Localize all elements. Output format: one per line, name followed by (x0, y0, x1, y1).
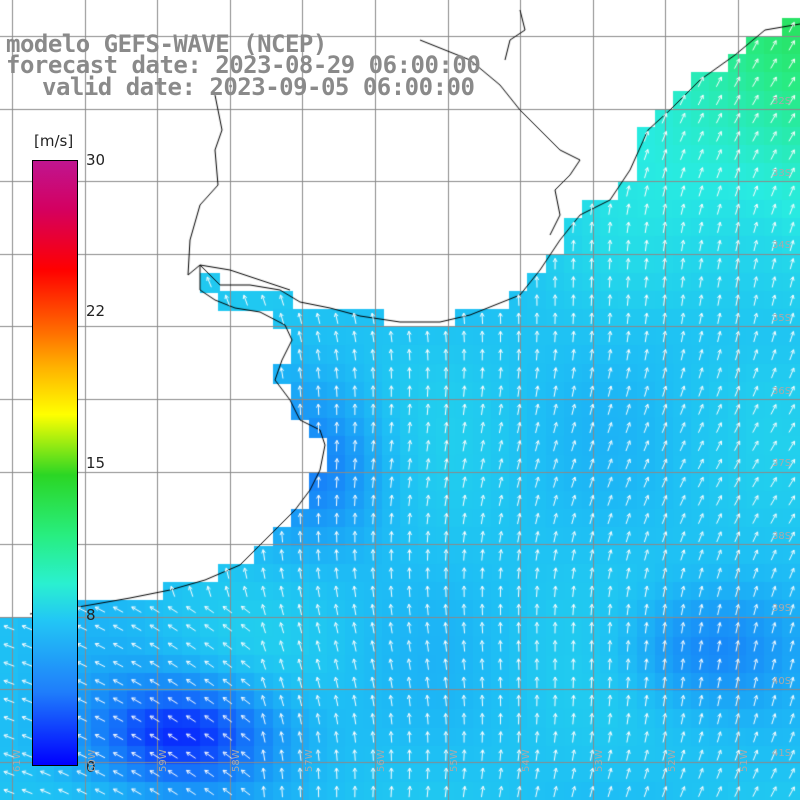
lon-label: 58W (231, 749, 242, 772)
lon-label: 61W (12, 749, 23, 772)
lat-label: 41S (772, 748, 792, 759)
colorbar-tick-30: 30 (86, 151, 106, 169)
lat-label: 34S (772, 240, 792, 251)
lon-label: 60W (87, 749, 98, 772)
model-title: modelo GEFS-WAVE (NCEP) (6, 30, 327, 58)
lon-label: 53W (594, 749, 605, 772)
lat-label: 37S (772, 458, 792, 469)
lon-label: 54W (521, 749, 532, 772)
colorbar-unit: [m/s] (34, 132, 74, 150)
lat-label: 38S (772, 531, 792, 542)
valid-date: valid date: 2023-09-05 06:00:00 (42, 73, 475, 101)
lat-label: 40S (772, 676, 792, 687)
lon-label: 55W (449, 749, 460, 772)
colorbar (32, 160, 78, 766)
colorbar-tick-0: 0 (86, 758, 96, 776)
lat-label: 32S (772, 96, 792, 107)
lat-label: 39S (772, 603, 792, 614)
lon-label: 52W (667, 749, 678, 772)
lat-label: 35S (772, 313, 792, 324)
colorbar-tick-8: 8 (86, 606, 96, 624)
lon-label: 56W (376, 749, 387, 772)
lon-label: 59W (158, 749, 169, 772)
lon-label: 51W (739, 749, 750, 772)
colorbar-tick-22: 22 (86, 302, 106, 320)
colorbar-tick-15: 15 (86, 454, 106, 472)
lon-label: 57W (304, 749, 315, 772)
forecast-date: forecast date: 2023-08-29 06:00:00 (6, 51, 481, 79)
lat-label: 36S (772, 386, 792, 397)
lat-label: 33S (772, 168, 792, 179)
